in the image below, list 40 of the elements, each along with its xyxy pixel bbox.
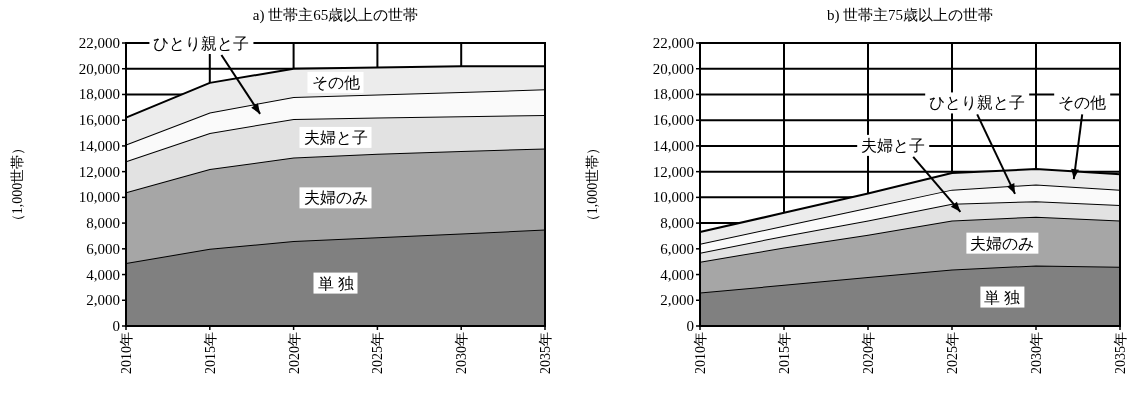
x-tick-label: 2010年 [693, 332, 708, 374]
x-tick-label: 2025年 [945, 332, 960, 374]
y-tick-label: 6,000 [660, 240, 694, 257]
y-tick-label: 16,000 [78, 112, 120, 129]
y-tick-label: 18,000 [652, 86, 694, 103]
y-tick-label: 4,000 [86, 266, 120, 283]
y-tick-label: 8,000 [660, 215, 694, 232]
x-tick-label: 2020年 [286, 332, 302, 374]
y-tick-label: 16,000 [652, 112, 694, 129]
y-tick-label: 12,000 [652, 163, 694, 180]
y-tick-label: 22,000 [652, 35, 694, 51]
y-tick-label: 0 [686, 318, 694, 334]
y-tick-label: 4,000 [660, 266, 694, 283]
y-tick-label: 18,000 [78, 86, 120, 103]
x-tick-label: 2025年 [370, 332, 386, 374]
y-axis-title: （1,000世帯） [585, 140, 600, 229]
x-tick-label: 2015年 [777, 332, 792, 374]
y-tick-label: 6,000 [86, 240, 120, 257]
y-tick-label: 10,000 [78, 189, 120, 206]
y-tick-label: 8,000 [86, 215, 120, 232]
chart-title: a) 世帯主65歳以上の世帯 [252, 7, 419, 24]
x-tick-label: 2035年 [1113, 332, 1128, 374]
y-tick-label: 22,000 [78, 35, 120, 51]
y-tick-label: 14,000 [78, 137, 120, 154]
x-tick-label: 2010年 [119, 332, 134, 374]
x-tick-label: 2035年 [538, 332, 553, 374]
x-tick-label: 2020年 [861, 332, 876, 374]
x-tick-label: 2015年 [202, 332, 218, 374]
y-axis-title: （1,000世帯） [10, 140, 25, 229]
x-tick-label: 2030年 [454, 332, 470, 374]
y-tick-label: 2,000 [660, 292, 694, 309]
x-tick-label: 2030年 [1029, 332, 1044, 374]
chart-title: b) 世帯主75歳以上の世帯 [826, 7, 994, 24]
y-tick-label: 12,000 [78, 163, 120, 180]
y-tick-label: 0 [112, 318, 120, 334]
y-tick-label: 2,000 [86, 292, 120, 309]
y-tick-label: 14,000 [652, 137, 694, 154]
y-tick-label: 20,000 [652, 60, 694, 77]
y-tick-label: 20,000 [78, 60, 120, 77]
y-tick-label: 10,000 [652, 189, 694, 206]
